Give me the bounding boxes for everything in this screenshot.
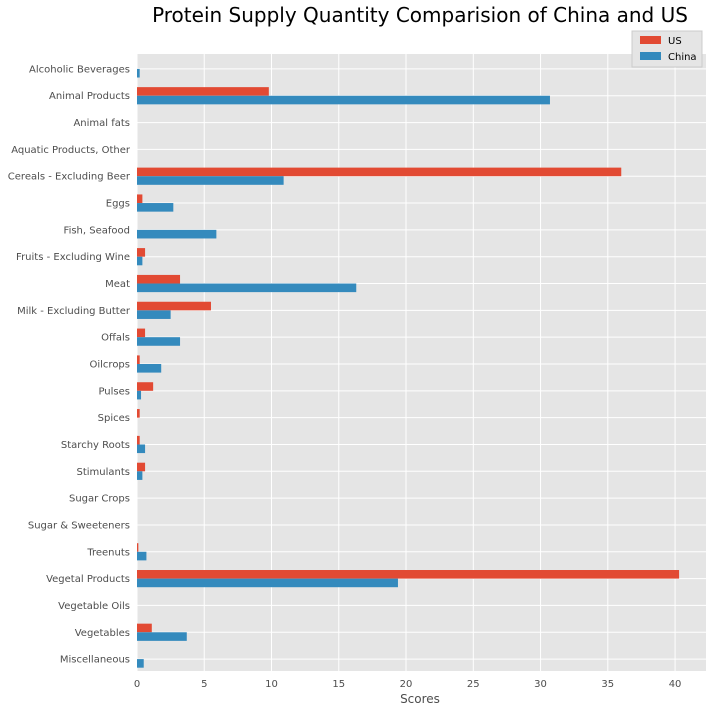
bar-china bbox=[137, 283, 357, 293]
category-label: Fish, Seafood bbox=[64, 225, 130, 236]
bar-china bbox=[137, 659, 144, 668]
bar-us bbox=[137, 435, 140, 445]
category-label: Animal fats bbox=[73, 118, 130, 129]
bar-china bbox=[137, 229, 217, 239]
bar-china bbox=[137, 310, 171, 319]
bar-us bbox=[137, 409, 140, 418]
bar-china bbox=[137, 390, 142, 400]
category-label: Treenuts bbox=[86, 547, 130, 558]
bar-china bbox=[137, 364, 162, 373]
category-label: Milk - Excluding Butter bbox=[17, 306, 131, 317]
bar-us bbox=[137, 301, 211, 311]
category-label: Vegetal Products bbox=[46, 574, 130, 585]
category-label: Cereals - Excluding Beer bbox=[8, 172, 131, 183]
bars bbox=[137, 68, 680, 668]
x-axis-label: Scores bbox=[400, 692, 440, 706]
bar-us bbox=[137, 382, 154, 391]
x-tick-label: 30 bbox=[534, 679, 547, 690]
x-tick-labels: 0 5 10 15 20 25 30 35 40 bbox=[134, 679, 682, 690]
category-label: Eggs bbox=[106, 199, 130, 210]
bar-china bbox=[137, 68, 140, 78]
category-label: Spices bbox=[98, 413, 130, 424]
bar-us bbox=[137, 623, 152, 633]
x-tick-label: 0 bbox=[134, 679, 140, 690]
bar-us bbox=[137, 462, 146, 472]
category-label: Vegetables bbox=[75, 628, 130, 639]
bar-china bbox=[137, 471, 143, 480]
category-label: Sugar & Sweeteners bbox=[28, 520, 130, 531]
x-tick-label: 40 bbox=[669, 679, 682, 690]
bar-china bbox=[137, 337, 181, 346]
category-label: Alcoholic Beverages bbox=[29, 64, 130, 75]
bar-china bbox=[137, 256, 143, 266]
category-label: Starchy Roots bbox=[61, 440, 130, 451]
bar-china bbox=[137, 203, 174, 212]
category-label: Stimulants bbox=[76, 467, 130, 478]
legend-swatch-us bbox=[640, 36, 661, 44]
bar-us bbox=[137, 570, 680, 579]
x-tick-label: 35 bbox=[601, 679, 614, 690]
bar-us bbox=[137, 194, 143, 204]
bar-us bbox=[137, 543, 139, 552]
category-label: Miscellaneous bbox=[60, 655, 130, 666]
legend-label-china: China bbox=[668, 52, 697, 63]
category-label: Oilcrops bbox=[90, 360, 131, 371]
category-label: Aquatic Products, Other bbox=[11, 145, 131, 156]
bar-china bbox=[137, 444, 146, 454]
bar-china bbox=[137, 176, 284, 185]
x-tick-label: 15 bbox=[332, 679, 345, 690]
bar-china bbox=[137, 632, 187, 641]
x-tick-label: 25 bbox=[467, 679, 480, 690]
category-label: Vegetable Oils bbox=[58, 601, 130, 612]
category-labels: Alcoholic Beverages Animal Products Animal… bbox=[8, 64, 131, 665]
category-label: Offals bbox=[101, 333, 130, 344]
category-label: Fruits - Excluding Wine bbox=[16, 252, 130, 263]
legend-swatch-china bbox=[640, 52, 661, 60]
legend-label-us: US bbox=[668, 36, 682, 47]
bar-us bbox=[137, 274, 181, 284]
category-label: Pulses bbox=[98, 386, 130, 397]
chart-title: Protein Supply Quantity Comparision of C… bbox=[152, 3, 688, 27]
bar-us bbox=[137, 355, 140, 364]
bar-china bbox=[137, 95, 550, 105]
bar-china bbox=[137, 551, 147, 561]
bar-us bbox=[137, 167, 622, 177]
x-tick-label: 20 bbox=[400, 679, 413, 690]
legend: US China bbox=[631, 30, 703, 68]
x-tick-label: 5 bbox=[201, 679, 207, 690]
plot-area bbox=[137, 54, 706, 671]
category-label: Sugar Crops bbox=[69, 494, 130, 505]
x-tick-label: 10 bbox=[265, 679, 278, 690]
category-label: Animal Products bbox=[49, 91, 130, 102]
bar-us bbox=[137, 328, 146, 338]
category-label: Meat bbox=[105, 279, 130, 290]
bar-china bbox=[137, 578, 398, 588]
bar-us bbox=[137, 248, 146, 257]
bar-us bbox=[137, 87, 269, 96]
